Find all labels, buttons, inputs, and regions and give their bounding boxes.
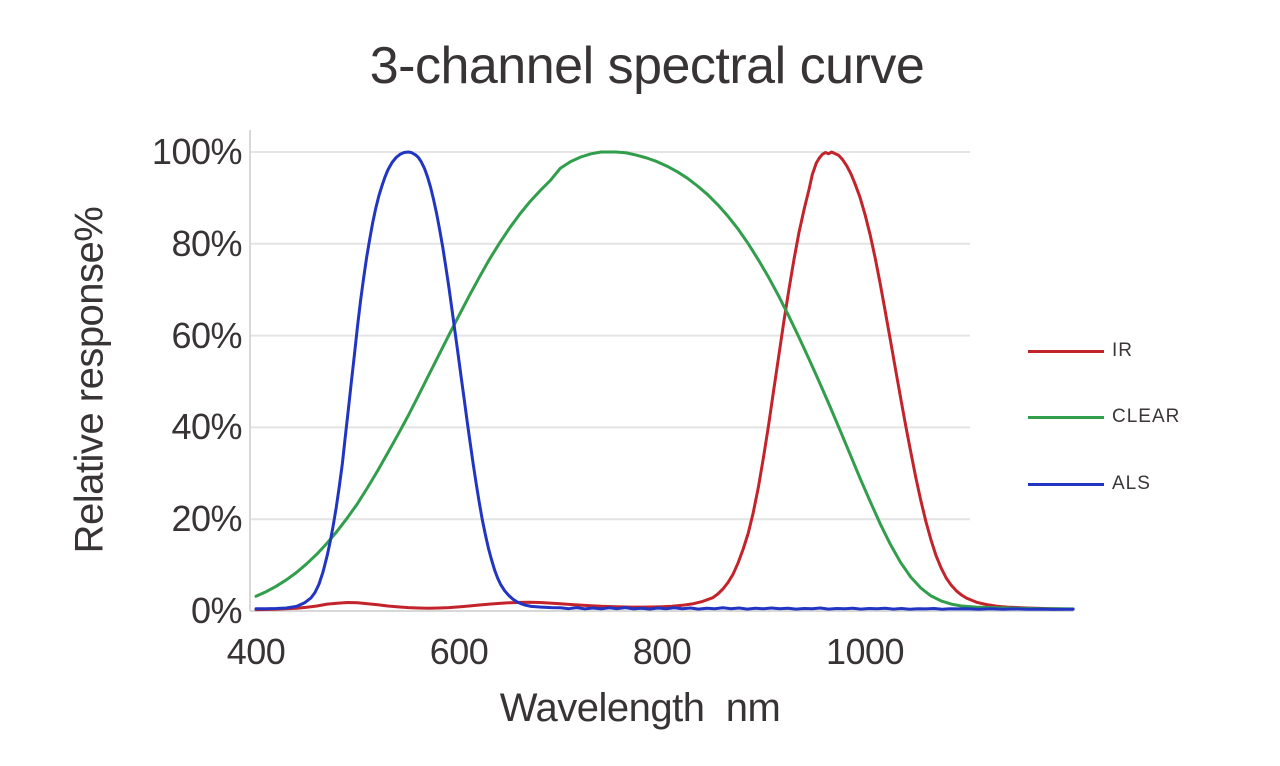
legend-label-als: ALS bbox=[1112, 473, 1151, 494]
x-tick-label: 800 bbox=[632, 631, 692, 672]
legend-label-ir: IR bbox=[1112, 340, 1133, 361]
y-tick-label: 40% bbox=[171, 406, 242, 448]
legend-label-clear: CLEAR bbox=[1112, 406, 1181, 427]
legend-item-ir: IR bbox=[1028, 337, 1133, 365]
series-line-als bbox=[254, 150, 1075, 611]
legend-line-swatch-clear bbox=[1028, 415, 1104, 419]
legend-item-als: ALS bbox=[1028, 470, 1151, 498]
legend-line-swatch-ir bbox=[1028, 349, 1104, 353]
x-axis-title: Wavelength nm bbox=[499, 686, 781, 730]
legend-item-clear: CLEAR bbox=[1028, 403, 1180, 431]
x-tick-label: 400 bbox=[226, 631, 286, 672]
x-tick-label: 600 bbox=[429, 631, 489, 672]
y-tick-label: 80% bbox=[171, 222, 242, 264]
x-tick-label: 1000 bbox=[825, 631, 905, 672]
y-tick-label: 0% bbox=[190, 590, 243, 631]
chart-title: 3-channel spectral curve bbox=[369, 37, 925, 95]
legend-line-swatch-als bbox=[1028, 482, 1104, 486]
series-line-ir bbox=[254, 150, 1075, 612]
y-tick-label: 20% bbox=[171, 498, 242, 540]
y-tick-label: 60% bbox=[171, 314, 242, 356]
series-line-clear bbox=[254, 150, 1075, 611]
y-tick-label: 100% bbox=[151, 131, 243, 172]
